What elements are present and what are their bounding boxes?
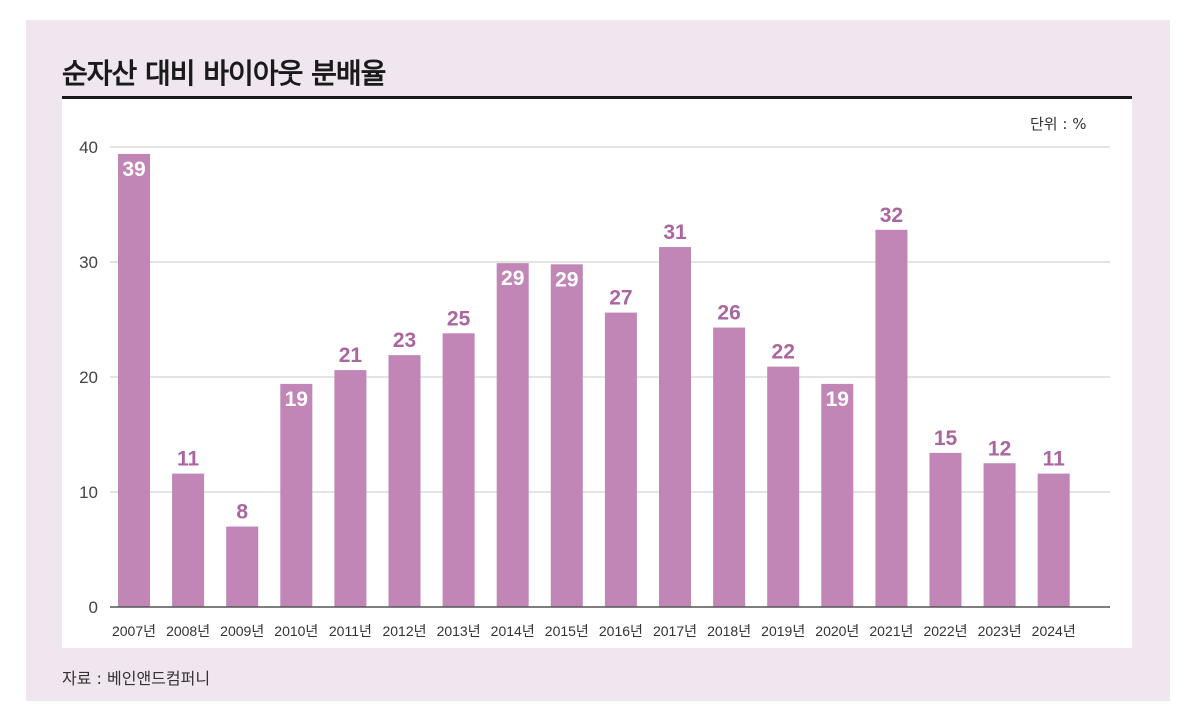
x-tick-label: 2008년 [166,623,210,639]
x-tick-label: 2019년 [761,623,805,639]
x-tick-label: 2015년 [545,623,589,639]
data-label: 29 [501,267,524,290]
data-label: 25 [447,307,471,330]
source-note: 자료 : 베인앤드컴퍼니 [62,669,211,688]
x-tick-label: 2018년 [707,623,751,639]
data-label: 19 [285,388,308,411]
x-tick-label: 2016년 [599,623,643,639]
y-tick-label: 0 [89,598,98,617]
data-label: 23 [393,329,416,352]
data-label: 32 [880,204,903,227]
data-label: 11 [177,448,200,471]
bar [442,333,475,607]
data-label: 8 [236,501,248,524]
data-label: 27 [609,287,632,310]
x-tick-label: 2010년 [274,623,318,639]
x-tick-label: 2012년 [382,623,426,639]
data-label: 21 [339,344,363,367]
bar [713,327,746,607]
data-label: 39 [122,158,145,181]
bar [604,312,637,607]
x-tick-label: 2009년 [220,623,264,639]
x-tick-label: 2007년 [112,623,156,639]
x-tick-label: 2022년 [923,623,967,639]
x-tick-label: 2023년 [978,623,1022,639]
chart-title: 순자산 대비 바이아웃 분배율 [62,57,386,90]
y-tick-label: 40 [79,138,98,157]
x-tick-label: 2011년 [329,623,372,639]
x-tick-label: 2014년 [491,623,535,639]
x-tick-label: 2013년 [437,623,481,639]
bar [172,473,205,607]
bar [1037,473,1070,607]
bar [226,526,259,607]
bar [875,229,908,608]
bar [280,383,313,607]
bar [767,366,800,607]
bar [496,263,529,607]
bar [388,355,421,607]
x-tick-label: 2017년 [653,623,697,639]
bar [821,383,854,607]
bar [550,264,583,607]
data-label: 31 [663,221,687,244]
bar [659,247,691,608]
y-tick-label: 10 [79,483,98,502]
x-tick-label: 2021년 [869,623,913,639]
data-label: 12 [988,437,1011,460]
x-tick-label: 2024년 [1032,623,1076,639]
bar [118,153,150,607]
data-label: 11 [1043,448,1066,471]
y-tick-label: 30 [79,253,98,272]
unit-label: 단위 : % [1030,115,1087,133]
bar [334,370,367,607]
x-tick-label: 2020년 [815,623,859,639]
bar [929,452,962,607]
data-label: 19 [826,388,849,411]
title-rule [62,96,1132,99]
y-tick-label: 20 [79,368,98,387]
data-label: 26 [717,302,740,325]
bar [983,463,1016,607]
data-label: 15 [934,427,958,450]
data-label: 29 [555,268,578,291]
data-label: 22 [772,341,795,364]
